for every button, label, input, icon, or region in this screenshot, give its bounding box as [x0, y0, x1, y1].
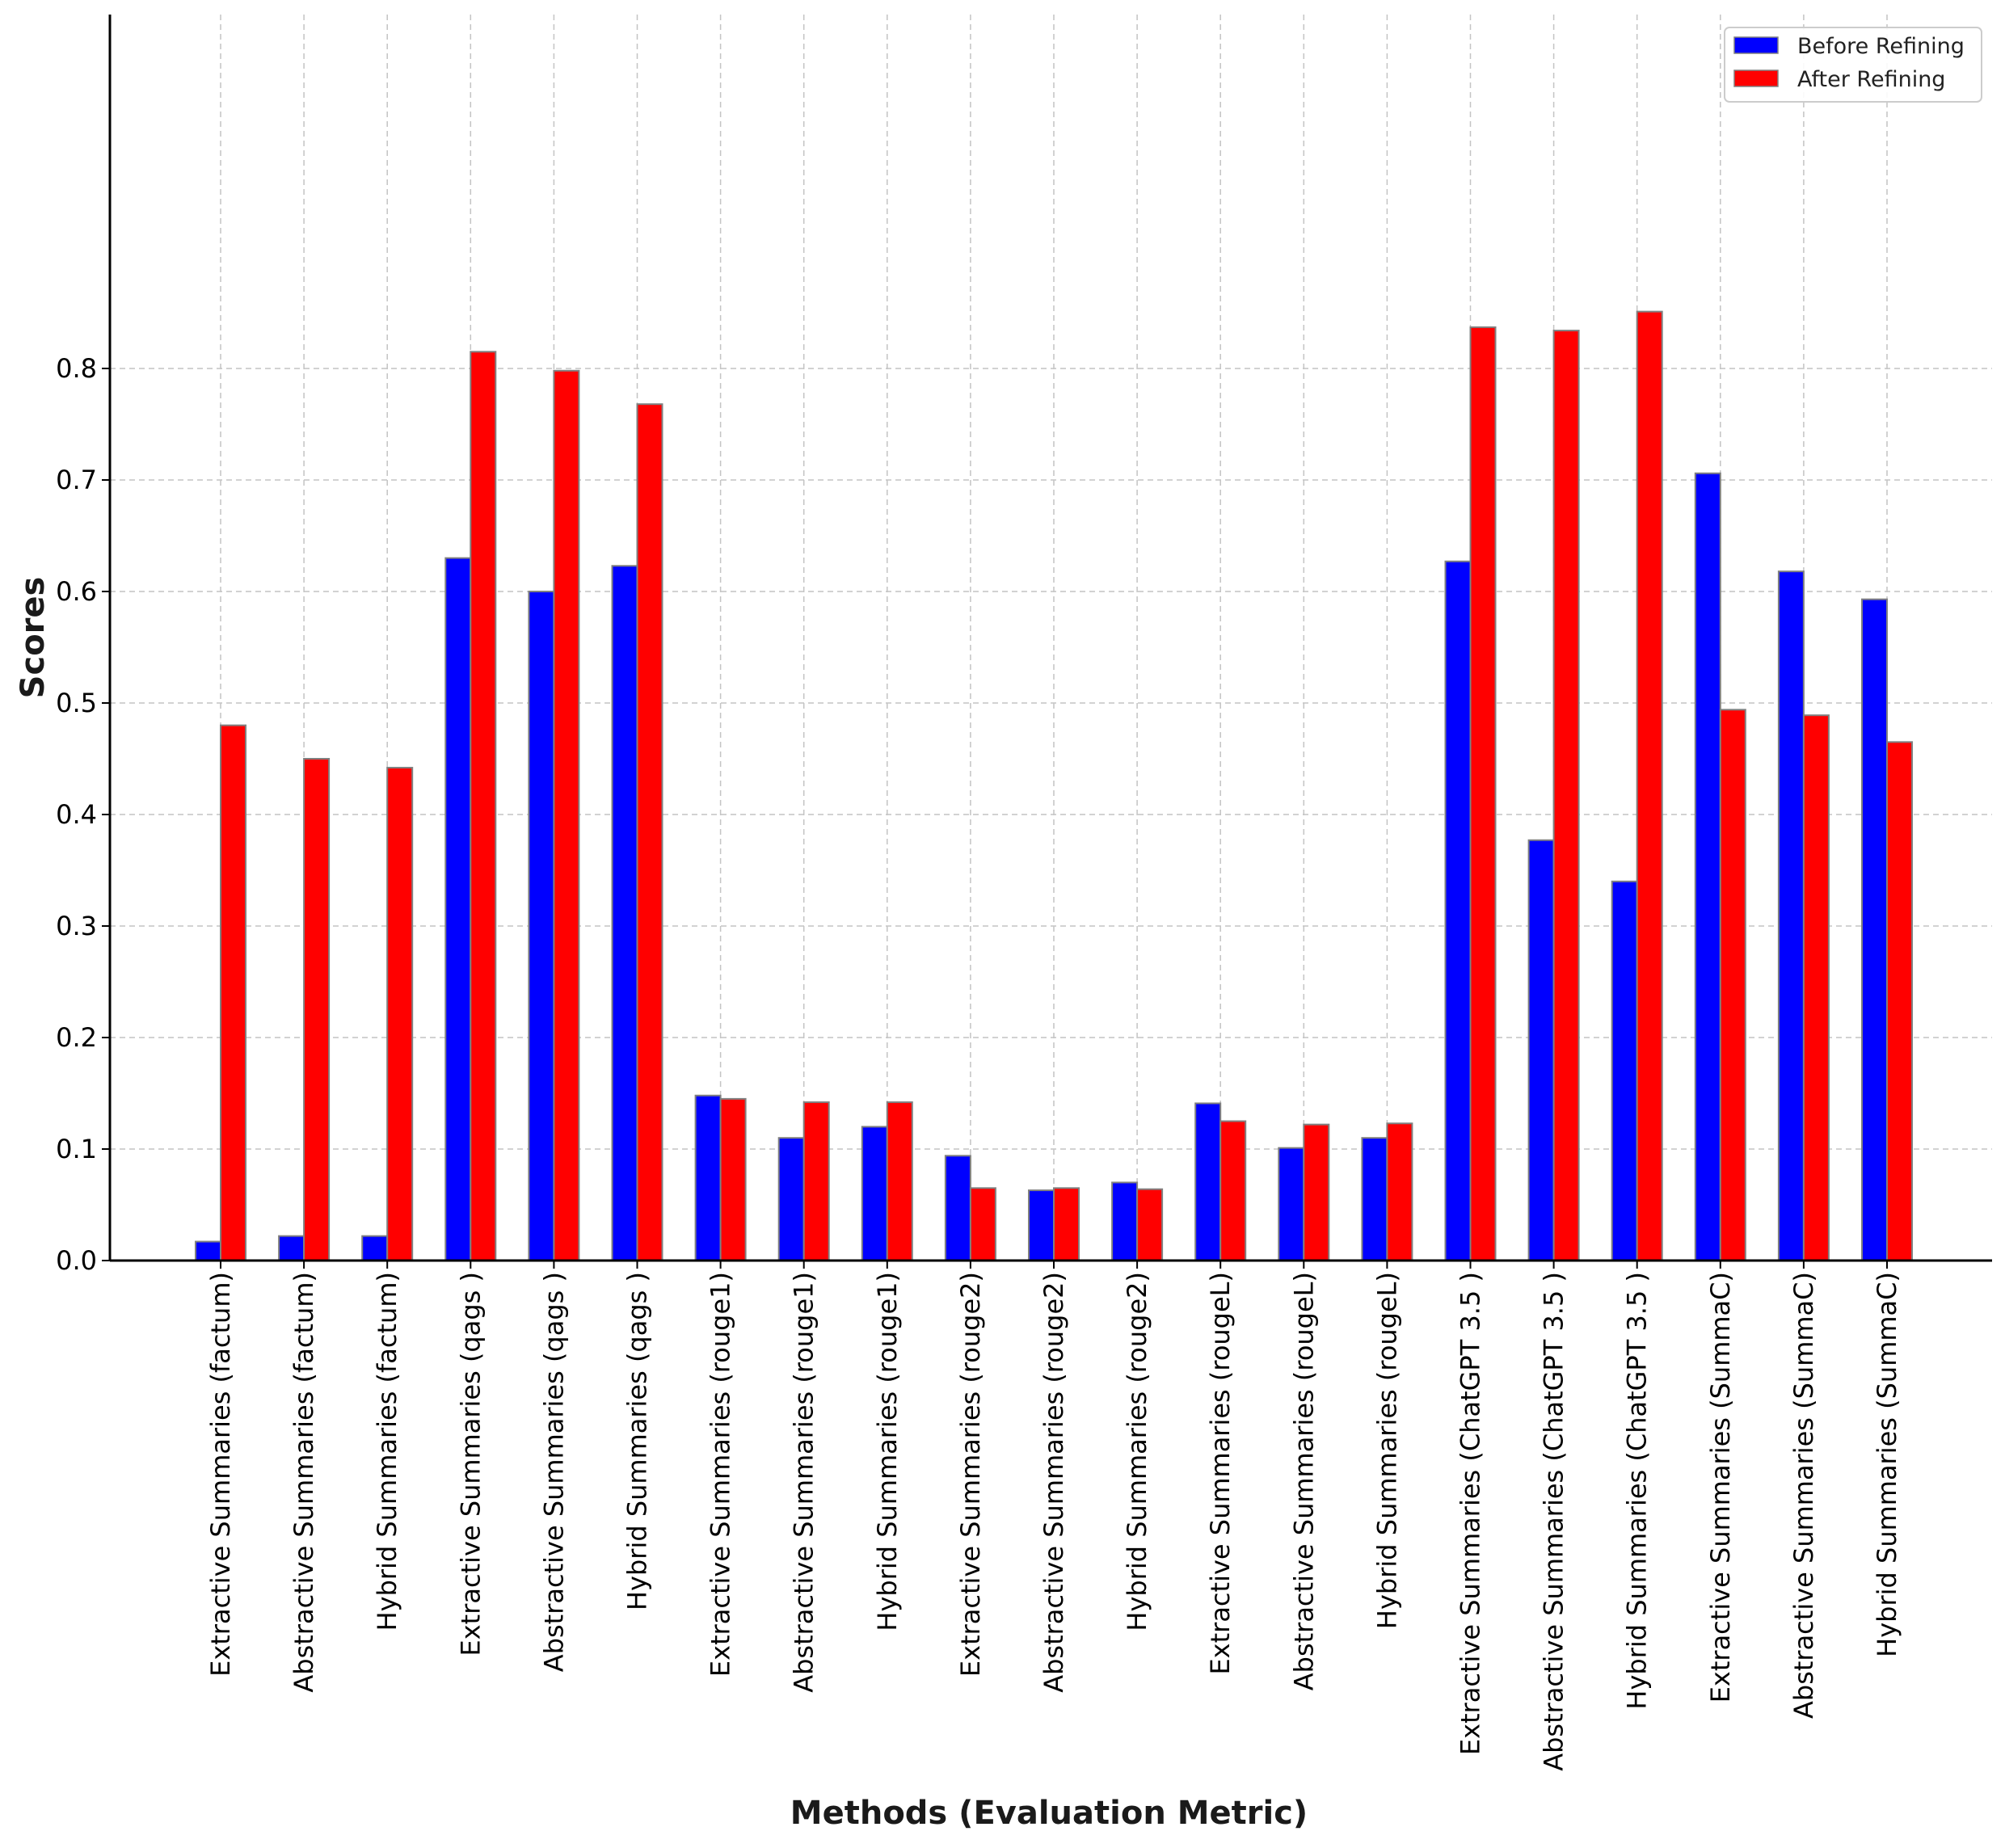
legend-swatch-after	[1733, 69, 1779, 87]
x-tick-label: Hybrid Summaries (SummaC)	[1872, 1272, 1902, 1657]
x-tick-label: Hybrid Summaries (rouge2)	[1122, 1272, 1152, 1631]
x-tick-label: Abstractive Summaries (rouge2)	[1038, 1272, 1069, 1693]
y-tick-label: 0.2	[56, 1022, 97, 1053]
bar-after-refining	[1886, 741, 1913, 1261]
x-ticks: Extractive Summaries (factum) Abstractive…	[205, 1261, 1902, 1771]
bar-before-refining	[1111, 1181, 1139, 1262]
x-tick-label: Hybrid Summaries (rougeL)	[1371, 1272, 1402, 1629]
bar-after-refining	[1552, 330, 1580, 1262]
bars	[195, 310, 1913, 1262]
x-tick-label: Extractive Summaries (rouge2)	[955, 1272, 986, 1677]
legend-label-after: After Refining	[1797, 67, 1945, 92]
x-tick-label: Extractive Summaries (rouge1)	[706, 1272, 736, 1677]
bar-after-refining	[1802, 714, 1830, 1261]
x-tick-label: Extractive Summaries (qags )	[455, 1272, 486, 1656]
bar-after-refining	[220, 724, 246, 1261]
bar-before-refining	[1861, 598, 1888, 1261]
y-axis-title: Scores	[15, 577, 52, 699]
bar-after-refining	[636, 403, 663, 1261]
x-axis-title: Methods (Evaluation Metric)	[790, 1795, 1308, 1832]
bar-after-refining	[1303, 1123, 1330, 1262]
bar-before-refining	[361, 1235, 389, 1262]
legend-swatch-before	[1733, 36, 1779, 54]
bar-before-refining	[1028, 1189, 1055, 1262]
bar-before-refining	[1194, 1102, 1222, 1262]
x-tick-label: Extractive Summaries (rougeL)	[1205, 1272, 1236, 1675]
bar-after-refining	[1053, 1187, 1080, 1262]
bar-after-refining	[386, 767, 414, 1261]
legend-box	[1724, 27, 1982, 103]
bar-after-refining	[553, 369, 580, 1261]
bar-after-refining	[1219, 1120, 1247, 1261]
bar-after-refining	[1386, 1122, 1413, 1262]
bar-before-refining	[861, 1126, 888, 1262]
bar-after-refining	[470, 351, 497, 1261]
bar-before-refining	[444, 557, 472, 1261]
x-tick-label: Abstractive Summaries (rougeL)	[1288, 1272, 1319, 1690]
legend-label-before: Before Refining	[1797, 34, 1965, 59]
bar-before-refining	[278, 1235, 305, 1262]
x-tick-label: Abstractive Summaries (factum)	[289, 1272, 319, 1693]
bar-after-refining	[1636, 310, 1663, 1261]
legend: Before Refining After Refining	[1724, 27, 1982, 103]
bar-before-refining	[1527, 839, 1555, 1261]
bar-before-refining	[195, 1240, 221, 1262]
x-tick-label: Hybrid Summaries (qags )	[622, 1272, 653, 1610]
bar-before-refining	[1777, 570, 1805, 1261]
bar-before-refining	[611, 565, 638, 1261]
x-tick-label: Abstractive Summaries (qags )	[538, 1272, 569, 1672]
bar-after-refining	[802, 1101, 830, 1262]
y-tick-label: 0.1	[56, 1134, 97, 1164]
y-tick-label: 0.4	[56, 799, 97, 830]
y-tick-label: 0.5	[56, 688, 97, 718]
x-tick-label: Abstractive Summaries (rouge1)	[789, 1272, 819, 1693]
y-tick-label: 0.6	[56, 576, 97, 607]
bar-before-refining	[944, 1155, 971, 1262]
bar-before-refining	[1611, 880, 1638, 1262]
bar-after-refining	[886, 1101, 913, 1262]
y-ticks: 0.0 0.1 0.2 0.3 0.4 0.5 0.6 0.7 0.8	[56, 353, 110, 1276]
bar-before-refining	[694, 1094, 722, 1262]
x-tick-label: Hybrid Summaries (factum)	[372, 1272, 402, 1631]
bar-after-refining	[969, 1187, 996, 1262]
x-tick-label: Extractive Summaries (factum)	[205, 1272, 236, 1677]
bar-before-refining	[1278, 1147, 1305, 1261]
x-tick-label: Abstractive Summaries (ChatGPT 3.5 )	[1539, 1272, 1569, 1771]
bar-after-refining	[1469, 326, 1497, 1262]
bar-after-refining	[1136, 1188, 1164, 1262]
x-tick-label: Extractive Summaries (ChatGPT 3.5 )	[1455, 1272, 1486, 1755]
bar-before-refining	[777, 1137, 805, 1261]
y-tick-label: 0.8	[56, 353, 97, 384]
axes	[108, 15, 1992, 1262]
bar-after-refining	[719, 1097, 747, 1262]
bar-after-refining	[1719, 709, 1746, 1261]
bar-before-refining	[528, 591, 555, 1261]
x-tick-label: Hybrid Summaries (ChatGPT 3.5 )	[1622, 1272, 1653, 1710]
bar-after-refining	[303, 758, 331, 1261]
y-tick-label: 0.0	[56, 1245, 97, 1276]
bar-before-refining	[1444, 560, 1472, 1261]
bar-before-refining	[1361, 1137, 1388, 1261]
bar-before-refining	[1694, 472, 1721, 1261]
x-tick-label: Extractive Summaries (SummaC)	[1705, 1272, 1736, 1703]
x-tick-label: Hybrid Summaries (rouge1)	[872, 1272, 903, 1631]
x-tick-label: Abstractive Summaries (SummaC)	[1788, 1272, 1819, 1719]
y-tick-label: 0.3	[56, 911, 97, 941]
y-tick-label: 0.7	[56, 465, 97, 495]
